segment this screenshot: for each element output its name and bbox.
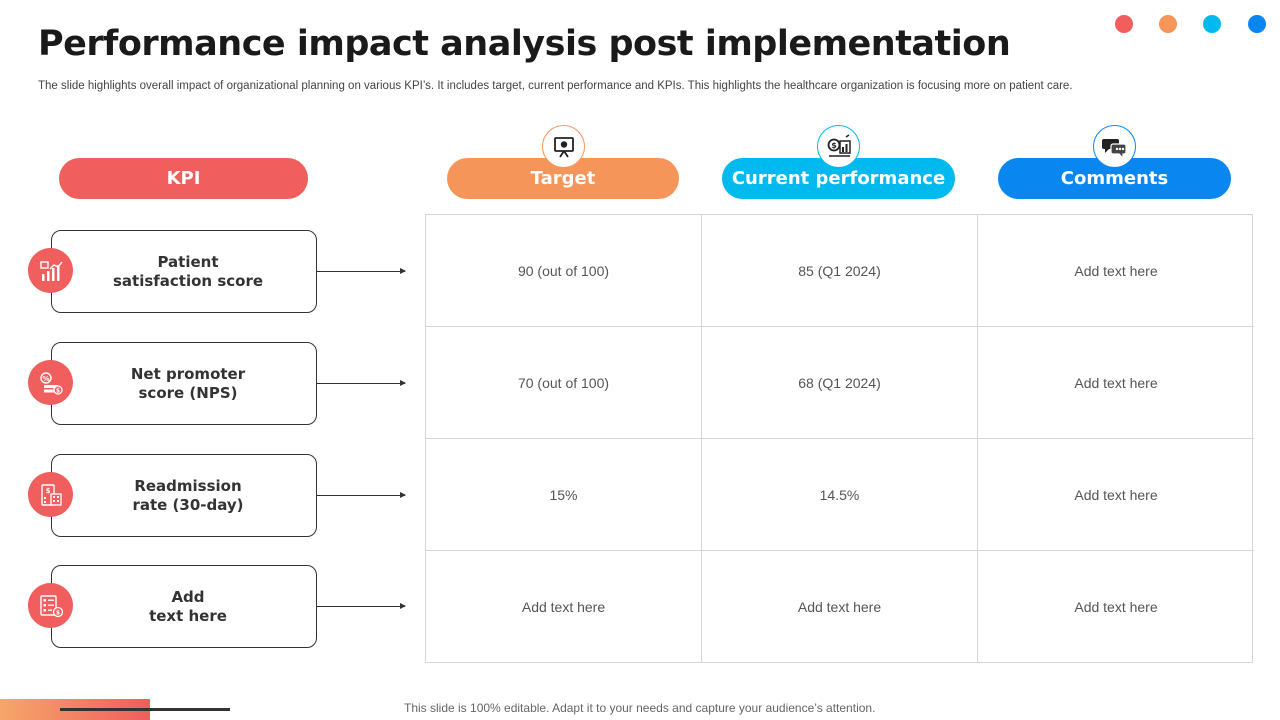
- cell-current: 14.5%: [702, 439, 978, 551]
- cell-target: Add text here: [426, 551, 702, 663]
- kpi-box-readmission: Readmission rate (30-day): [51, 454, 317, 537]
- cell-target: 90 (out of 100): [426, 215, 702, 327]
- cell-target: 15%: [426, 439, 702, 551]
- decor-dot-blue: [1248, 15, 1266, 33]
- dollar-chart-icon: $: [817, 125, 860, 168]
- page-subtitle: The slide highlights overall impact of o…: [38, 80, 1073, 92]
- svg-text:$: $: [55, 387, 59, 394]
- kpi-label: Readmission rate (30-day): [132, 476, 244, 514]
- svg-text:%: %: [42, 375, 49, 383]
- page-title: Performance impact analysis post impleme…: [38, 24, 1011, 64]
- kpi-label: Patient satisfaction score: [112, 252, 264, 290]
- cell-target: 70 (out of 100): [426, 327, 702, 439]
- row-arrow: [317, 380, 406, 386]
- header-comments: Comments: [998, 158, 1231, 199]
- footer-note: This slide is 100% editable. Adapt it to…: [404, 701, 876, 715]
- chat-bubbles-icon: [1093, 125, 1136, 168]
- percent-money-icon: % $: [28, 360, 73, 405]
- calculator-icon: $: [28, 472, 73, 517]
- kpi-label: Add text here: [149, 587, 227, 625]
- checklist-icon: $: [28, 583, 73, 628]
- kpi-box-patient-satisfaction: Patient satisfaction score: [51, 230, 317, 313]
- kpi-box-add-text: Add text here: [51, 565, 317, 648]
- kpi-box-nps: Net promoter score (NPS): [51, 342, 317, 425]
- decor-dot-cyan: [1203, 15, 1221, 33]
- svg-text:$: $: [55, 609, 59, 616]
- presentation-board-icon: [542, 125, 585, 168]
- row-arrow: [317, 492, 406, 498]
- performance-table: 90 (out of 100) 85 (Q1 2024) Add text he…: [425, 214, 1254, 663]
- cell-current: 85 (Q1 2024): [702, 215, 978, 327]
- svg-text:$: $: [45, 487, 50, 495]
- cell-comments: Add text here: [978, 327, 1254, 439]
- cell-current: Add text here: [702, 551, 978, 663]
- kpi-label: Net promoter score (NPS): [130, 364, 246, 402]
- footer-accent-line: [60, 708, 230, 711]
- cell-comments: Add text here: [1074, 599, 1158, 615]
- decor-dot-orange: [1159, 15, 1177, 33]
- cell-comments: Add text here: [978, 215, 1254, 327]
- cell-current: 68 (Q1 2024): [702, 327, 978, 439]
- decor-dot-red: [1115, 15, 1133, 33]
- row-arrow: [317, 603, 406, 609]
- svg-text:$: $: [831, 141, 837, 150]
- header-kpi: KPI: [59, 158, 308, 199]
- row-arrow: [317, 268, 406, 274]
- cell-comments: Add text here: [978, 439, 1254, 551]
- bar-chart-icon: [28, 248, 73, 293]
